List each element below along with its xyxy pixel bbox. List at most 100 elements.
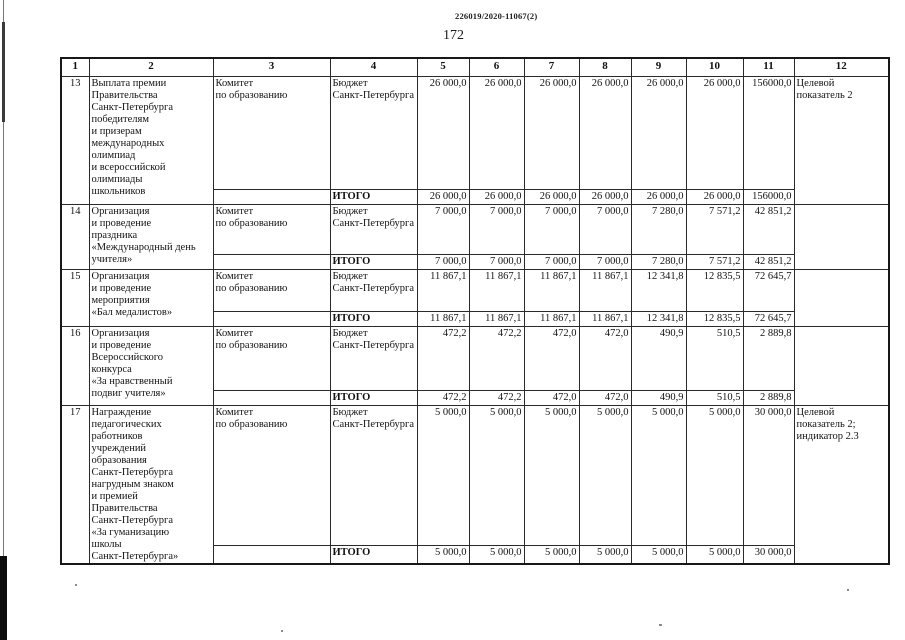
itogo-amount-cell-col8: 7 000,0 [578,253,632,270]
scan-speck [847,589,849,591]
column-number-2: 2 [88,57,214,77]
itogo-amount-cell-col10: 5 000,0 [685,545,744,564]
column-number-10: 10 [685,57,744,77]
amount-cell-col9: 5 000,0 [630,404,687,547]
scan-artifact-left-hairline [3,0,4,640]
column-number-7: 7 [523,57,580,77]
executor-cell: Комитет по образованию [212,404,331,547]
column-number-5: 5 [416,57,470,77]
amount-cell-col7: 11 867,1 [523,268,580,312]
itogo-amount-cell-col10: 26 000,0 [685,188,744,205]
itogo-amount-cell-col9: 12 341,8 [630,310,687,327]
funding-source-cell: Бюджет Санкт-Петербурга [329,404,418,547]
row-number-cell: 13 [60,75,90,205]
amount-cell-col11: 2 889,8 [742,325,795,391]
target-indicator-cell [793,268,890,327]
itogo-amount-cell-col5: 7 000,0 [416,253,470,270]
scan-artifact-left-bottom-bar [0,556,7,640]
funding-source-cell: Бюджет Санкт-Петербурга [329,268,418,312]
itogo-empty-cell [212,310,331,327]
column-number-6: 6 [468,57,525,77]
itogo-empty-cell [212,389,331,406]
amount-cell-col7: 7 000,0 [523,203,580,255]
itogo-amount-cell-col9: 26 000,0 [630,188,687,205]
amount-cell-col9: 7 280,0 [630,203,687,255]
row-number-cell: 16 [60,325,90,406]
scan-artifact-left-top-bar [2,22,5,122]
amount-cell-col10: 5 000,0 [685,404,744,547]
column-number-3: 3 [212,57,331,77]
itogo-amount-cell-col8: 5 000,0 [578,545,632,564]
itogo-amount-cell-col11: 2 889,8 [742,389,795,406]
itogo-amount-cell-col5: 26 000,0 [416,188,470,205]
amount-cell-col8: 472,0 [578,325,632,391]
itogo-row-16: ИТОГО 472,2 472,2 472,0 472,0 490,9 510,5 2 889… [61,389,889,406]
itogo-amount-cell-col8: 26 000,0 [578,188,632,205]
document-reference: 226019/2020-11067(2) [455,11,538,21]
amount-cell-col9: 26 000,0 [630,75,687,190]
amount-cell-col6: 11 867,1 [468,268,525,312]
target-indicator-cell: Целевой показатель 2; индикатор 2.3 [793,404,890,564]
itogo-label-cell: ИТОГО [329,188,418,205]
itogo-amount-cell-col6: 5 000,0 [468,545,525,564]
measure-row-14: 14 Организация и проведение праздника «Ме… [60,203,890,270]
measure-row-17: 17 Награждение педагогических работников … [60,404,890,564]
itogo-amount-cell-col6: 7 000,0 [468,253,525,270]
budget-measures-table: 1 2 3 4 5 6 7 8 9 10 11 12 13 Выплата премии Правите… [60,57,890,565]
itogo-label-cell: ИТОГО [329,253,418,270]
funding-source-cell: Бюджет Санкт-Петербурга [329,203,418,255]
column-number-1: 1 [60,57,90,77]
column-number-header-row: 1 2 3 4 5 6 7 8 9 10 11 12 [60,57,890,77]
itogo-label-cell: ИТОГО [329,389,418,406]
column-number-8: 8 [578,57,632,77]
itogo-amount-cell-col7: 26 000,0 [523,188,580,205]
amount-cell-col5: 472,2 [416,325,470,391]
measure-name-cell: Организация и проведение Всероссийского … [88,325,214,406]
itogo-amount-cell-col6: 26 000,0 [468,188,525,205]
amount-cell-col10: 7 571,2 [685,203,744,255]
column-number-11: 11 [742,57,795,77]
amount-cell-col7: 26 000,0 [523,75,580,190]
amount-cell-col5: 26 000,0 [416,75,470,190]
amount-cell-col11: 156000,0 [742,75,795,190]
scan-speck [281,630,283,632]
measure-name-cell: Выплата премии Правительства Санкт-Петер… [88,75,214,205]
amount-cell-col8: 7 000,0 [578,203,632,255]
column-number-9: 9 [630,57,687,77]
row-number-cell: 14 [60,203,90,270]
scan-speck [659,624,662,626]
column-number-4: 4 [329,57,418,77]
amount-cell-col11: 72 645,7 [742,268,795,312]
scan-speck [75,584,77,586]
itogo-amount-cell-col11: 156000,0 [742,188,795,205]
itogo-label-cell: ИТОГО [329,310,418,327]
itogo-amount-cell-col6: 472,2 [468,389,525,406]
amount-cell-col10: 510,5 [685,325,744,391]
measure-name-cell: Организация и проведение мероприятия «Ба… [88,268,214,327]
itogo-amount-cell-col10: 7 571,2 [685,253,744,270]
amount-cell-col9: 490,9 [630,325,687,391]
itogo-amount-cell-col5: 5 000,0 [416,545,470,564]
itogo-amount-cell-col11: 30 000,0 [742,545,795,564]
row-number-cell: 15 [60,268,90,327]
itogo-amount-cell-col5: 11 867,1 [416,310,470,327]
itogo-amount-cell-col7: 11 867,1 [523,310,580,327]
itogo-row-17: ИТОГО 5 000,0 5 000,0 5 000,0 5 000,0 5 000,0… [61,545,889,564]
amount-cell-col7: 472,0 [523,325,580,391]
measure-name-cell: Награждение педагогических работников уч… [88,404,214,564]
itogo-amount-cell-col6: 11 867,1 [468,310,525,327]
executor-cell: Комитет по образованию [212,325,331,391]
itogo-row-13: ИТОГО 26 000,0 26 000,0 26 000,0 26 000,0 26 … [61,188,889,205]
target-indicator-cell [793,325,890,406]
amount-cell-col8: 11 867,1 [578,268,632,312]
funding-source-cell: Бюджет Санкт-Петербурга [329,325,418,391]
row-number-cell: 17 [60,404,90,564]
itogo-amount-cell-col10: 510,5 [685,389,744,406]
itogo-amount-cell-col11: 72 645,7 [742,310,795,327]
executor-cell: Комитет по образованию [212,203,331,255]
amount-cell-col5: 7 000,0 [416,203,470,255]
amount-cell-col11: 30 000,0 [742,404,795,547]
column-number-12: 12 [793,57,890,77]
itogo-amount-cell-col10: 12 835,5 [685,310,744,327]
measure-name-cell: Организация и проведение праздника «Межд… [88,203,214,270]
